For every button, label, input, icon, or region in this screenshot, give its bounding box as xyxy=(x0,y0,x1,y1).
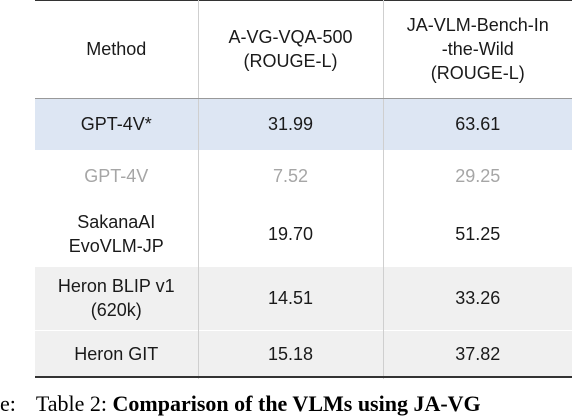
score-cell: 37.82 xyxy=(382,330,572,378)
score-cell: 31.99 xyxy=(197,98,383,150)
results-table-container: Method A-VG-VQA-500 (ROUGE-L) JA-VLM-Ben… xyxy=(35,0,572,379)
method-cell: Heron GIT xyxy=(35,330,198,378)
header-method: Method xyxy=(35,0,198,99)
table-row: Heron BLIP v1 (620k) 14.51 33.26 xyxy=(35,266,572,330)
method-cell: Heron BLIP v1 (620k) xyxy=(35,266,198,330)
table-row: GPT-4V* 31.99 63.61 xyxy=(35,98,572,150)
caption-lead: e: xyxy=(0,391,16,416)
table-row: SakanaAI EvoVLM-JP 19.70 51.25 xyxy=(35,202,572,266)
results-table: Method A-VG-VQA-500 (ROUGE-L) JA-VLM-Ben… xyxy=(35,0,572,379)
table-header-row: Method A-VG-VQA-500 (ROUGE-L) JA-VLM-Ben… xyxy=(35,0,572,99)
table-bottom-rule xyxy=(35,376,572,378)
score-cell: 14.51 xyxy=(197,266,383,330)
header-a-vg-vqa: A-VG-VQA-500 (ROUGE-L) xyxy=(197,0,383,99)
table-row: GPT-4V 7.52 29.25 xyxy=(35,150,572,202)
score-cell: 29.25 xyxy=(382,150,572,202)
table-caption: e: Table 2: Comparison of the VLMs using … xyxy=(0,390,588,418)
method-cell: SakanaAI EvoVLM-JP xyxy=(35,202,198,266)
score-cell: 15.18 xyxy=(197,330,383,378)
caption-title: Comparison of the VLMs using JA-VG xyxy=(112,391,481,416)
table-row: Heron GIT 15.18 37.82 xyxy=(35,330,572,378)
score-cell: 63.61 xyxy=(382,98,572,150)
score-cell: 19.70 xyxy=(197,202,383,266)
score-cell: 51.25 xyxy=(382,202,572,266)
method-cell: GPT-4V xyxy=(35,150,198,202)
method-cell: GPT-4V* xyxy=(35,98,198,150)
score-cell: 33.26 xyxy=(382,266,572,330)
header-ja-vlm-bench: JA-VLM-Bench-In -the-Wild (ROUGE-L) xyxy=(382,0,572,99)
caption-label: Table 2: xyxy=(35,391,108,416)
score-cell: 7.52 xyxy=(197,150,383,202)
